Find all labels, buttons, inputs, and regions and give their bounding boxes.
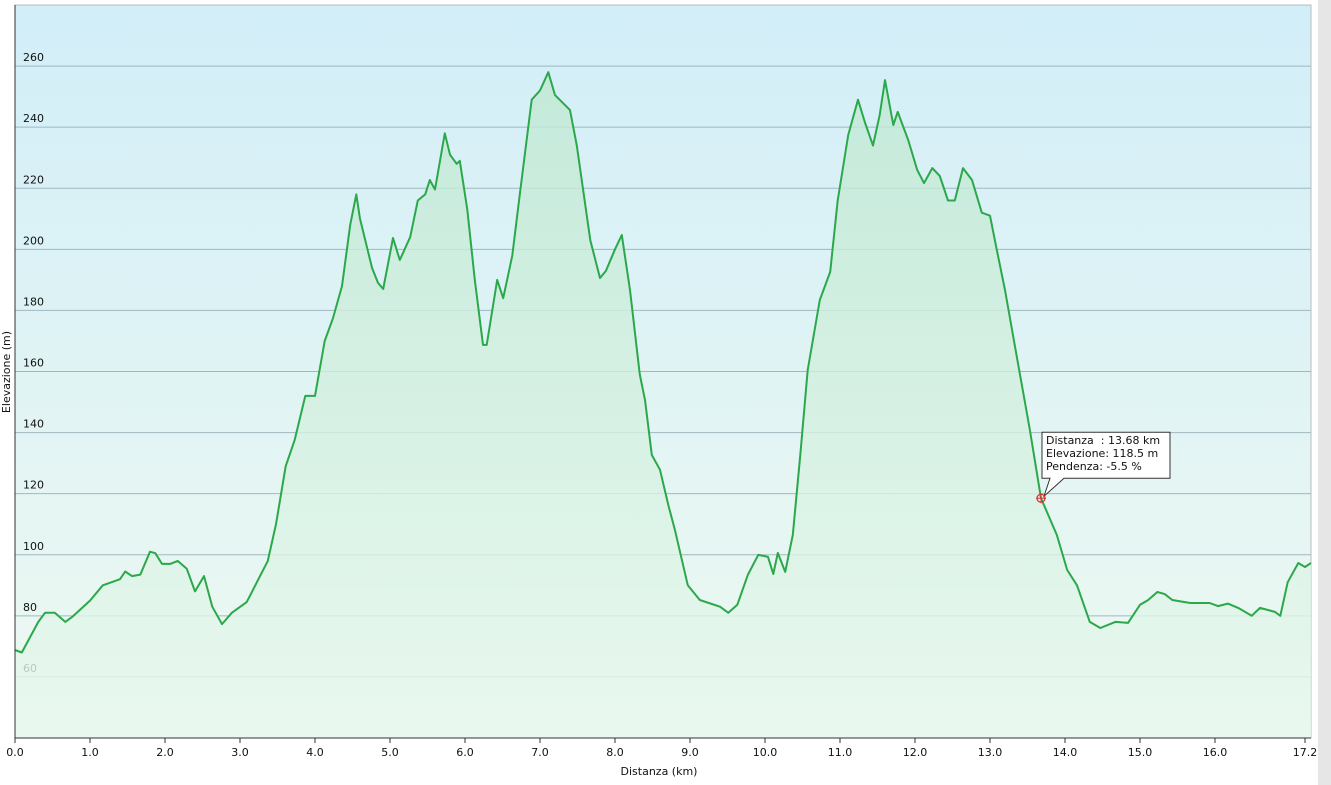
x-tick-label: 10.0: [753, 746, 778, 759]
x-tick-label: 12.0: [903, 746, 928, 759]
x-tick-label: 13.0: [978, 746, 1003, 759]
y-tick-label: 220: [23, 173, 44, 186]
x-tick-label: 4.0: [306, 746, 324, 759]
x-tick-label: 15.0: [1128, 746, 1153, 759]
y-tick-label: 180: [23, 295, 44, 308]
y-tick-label: 160: [23, 357, 44, 370]
y-axis-label: Elevazione (m): [0, 331, 13, 413]
x-tick-label: 2.0: [156, 746, 174, 759]
x-tick-label: 16.0: [1203, 746, 1228, 759]
y-tick-label: 120: [23, 479, 44, 492]
tooltip-line: Pendenza: -5.5 %: [1046, 460, 1142, 473]
side-strip: [1318, 0, 1331, 785]
tooltip-line: Elevazione: 118.5 m: [1046, 447, 1158, 460]
x-tick-label: 8.0: [606, 746, 624, 759]
x-tick-label: 17.2: [1293, 746, 1318, 759]
y-tick-label: 260: [23, 51, 44, 64]
area-fill: [15, 72, 1311, 738]
tooltip-box: [1041, 431, 1171, 498]
x-tick-label: 7.0: [531, 746, 549, 759]
y-tick-label: 200: [23, 234, 44, 247]
y-tick-label: 80: [23, 601, 37, 614]
x-axis-label: Distanza (km): [621, 765, 698, 778]
x-tick-label: 11.0: [828, 746, 853, 759]
x-tick-label: 0.0: [6, 746, 24, 759]
y-tick-label: 140: [23, 418, 44, 431]
y-tick-label: 240: [23, 112, 44, 125]
tooltip-line: Distanza : 13.68 km: [1046, 434, 1160, 447]
x-tick-label: 6.0: [456, 746, 474, 759]
tooltip-cross: [1036, 493, 1046, 504]
x-tick-label: 1.0: [81, 746, 99, 759]
x-tick-label: 9.0: [681, 746, 699, 759]
elevation-line: [14, 71, 1312, 654]
x-tick-label: 5.0: [381, 746, 399, 759]
y-tick-label: 100: [23, 540, 44, 553]
x-tick-label: 3.0: [231, 746, 249, 759]
x-tick-label: 14.0: [1053, 746, 1078, 759]
